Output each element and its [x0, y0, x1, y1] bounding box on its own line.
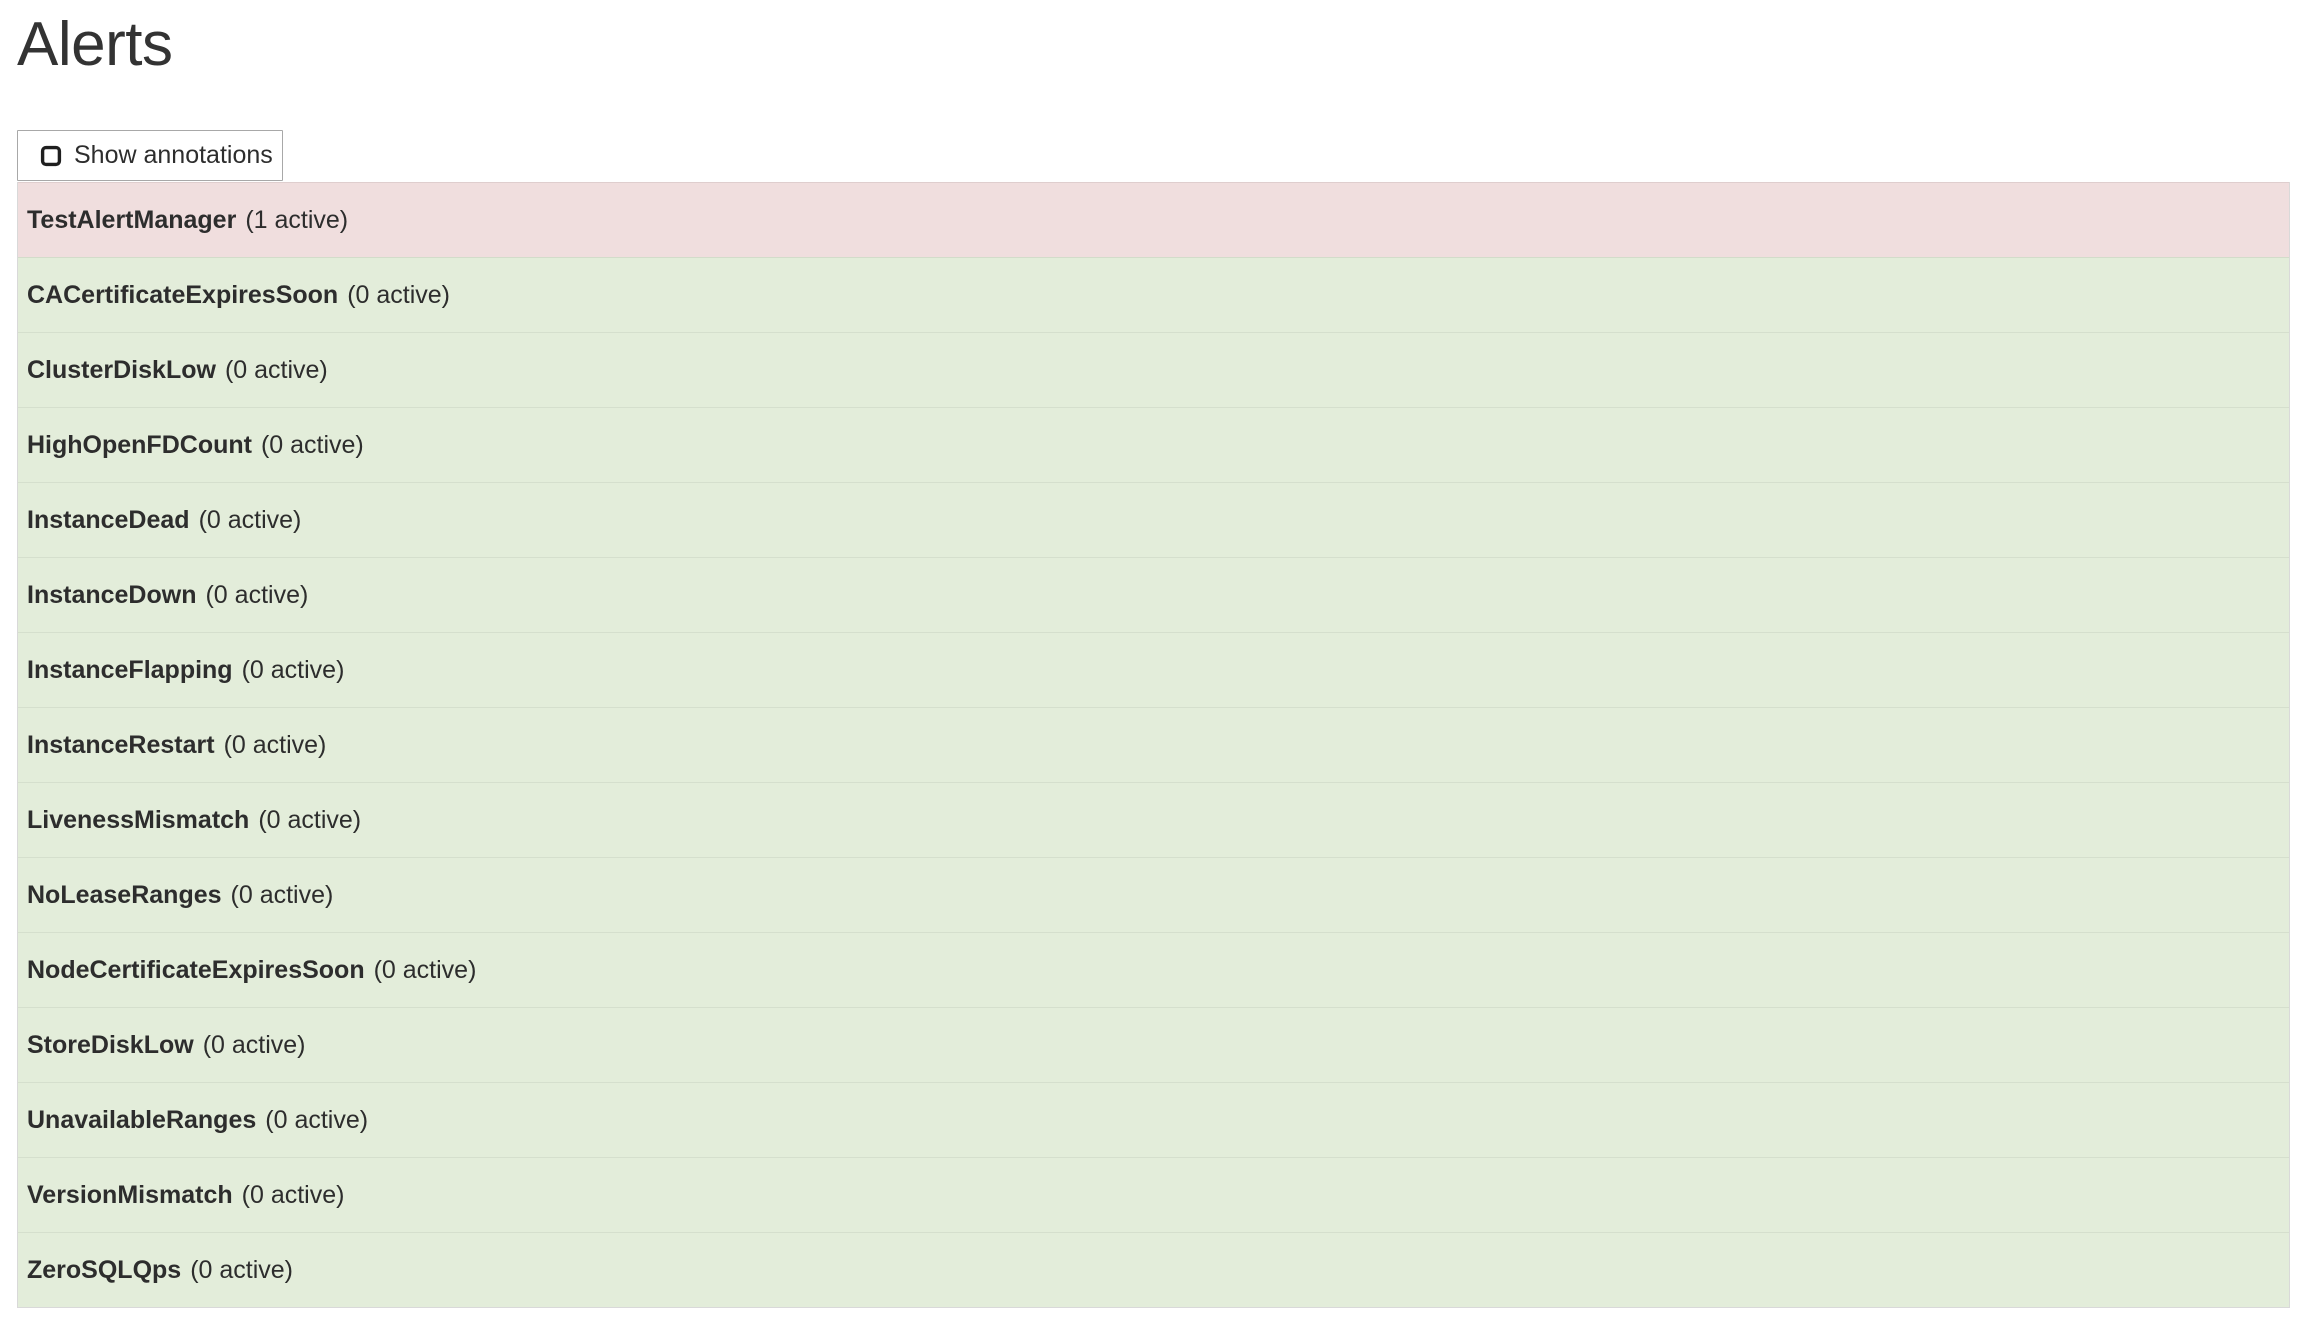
alert-active-count: (0 active)	[265, 1106, 369, 1134]
alert-row[interactable]: ZeroSQLQps (0 active)	[18, 1232, 2289, 1307]
alert-row[interactable]: TestAlertManager (1 active)	[18, 182, 2289, 257]
unchecked-checkbox-icon	[40, 145, 62, 167]
alert-name: NodeCertificateExpiresSoon	[27, 956, 365, 984]
alert-name: ClusterDiskLow	[27, 356, 216, 384]
alert-name: TestAlertManager	[27, 206, 237, 234]
show-annotations-label: Show annotations	[74, 141, 273, 169]
alert-row[interactable]: ClusterDiskLow (0 active)	[18, 332, 2289, 407]
alert-row[interactable]: StoreDiskLow (0 active)	[18, 1007, 2289, 1082]
alert-active-count: (0 active)	[260, 431, 364, 459]
alert-row[interactable]: InstanceRestart (0 active)	[18, 707, 2289, 782]
alert-active-count: (0 active)	[223, 731, 327, 759]
alert-active-count: (0 active)	[258, 806, 362, 834]
alert-name: ZeroSQLQps	[27, 1256, 182, 1284]
alert-active-count: (0 active)	[198, 506, 302, 534]
alert-active-count: (1 active)	[245, 206, 349, 234]
show-annotations-button[interactable]: Show annotations	[17, 130, 283, 181]
alert-row[interactable]: LivenessMismatch (0 active)	[18, 782, 2289, 857]
alert-name: InstanceFlapping	[27, 656, 233, 684]
alert-active-count: (0 active)	[190, 1256, 293, 1284]
alert-row[interactable]: UnavailableRanges (0 active)	[18, 1082, 2289, 1157]
alert-active-count: (0 active)	[224, 356, 328, 384]
alert-name: HighOpenFDCount	[27, 431, 252, 459]
alert-row[interactable]: InstanceDown (0 active)	[18, 557, 2289, 632]
alert-row[interactable]: VersionMismatch (0 active)	[18, 1157, 2289, 1232]
alert-row[interactable]: InstanceDead (0 active)	[18, 482, 2289, 557]
alert-active-count: (0 active)	[230, 881, 334, 909]
alert-name: NoLeaseRanges	[27, 881, 222, 909]
alert-active-count: (0 active)	[241, 656, 345, 684]
alert-name: InstanceRestart	[27, 731, 215, 759]
alert-name: InstanceDown	[27, 581, 197, 609]
alert-name: InstanceDead	[27, 506, 190, 534]
alert-row[interactable]: NodeCertificateExpiresSoon (0 active)	[18, 932, 2289, 1007]
alert-row[interactable]: CACertificateExpiresSoon (0 active)	[18, 257, 2289, 332]
alert-name: VersionMismatch	[27, 1181, 233, 1209]
alert-row[interactable]: InstanceFlapping (0 active)	[18, 632, 2289, 707]
alert-row[interactable]: HighOpenFDCount (0 active)	[18, 407, 2289, 482]
alert-active-count: (0 active)	[202, 1031, 306, 1059]
alert-name: UnavailableRanges	[27, 1106, 257, 1134]
alert-active-count: (0 active)	[241, 1181, 345, 1209]
alerts-list: TestAlertManager (1 active) CACertificateE…	[17, 182, 2290, 1308]
alert-active-count: (0 active)	[373, 956, 477, 984]
alert-active-count: (0 active)	[205, 581, 309, 609]
alert-name: StoreDiskLow	[27, 1031, 194, 1059]
alert-name: LivenessMismatch	[27, 806, 250, 834]
page-title: Alerts	[17, 10, 173, 79]
alert-row[interactable]: NoLeaseRanges (0 active)	[18, 857, 2289, 932]
alert-active-count: (0 active)	[347, 281, 451, 309]
alert-name: CACertificateExpiresSoon	[27, 281, 339, 309]
